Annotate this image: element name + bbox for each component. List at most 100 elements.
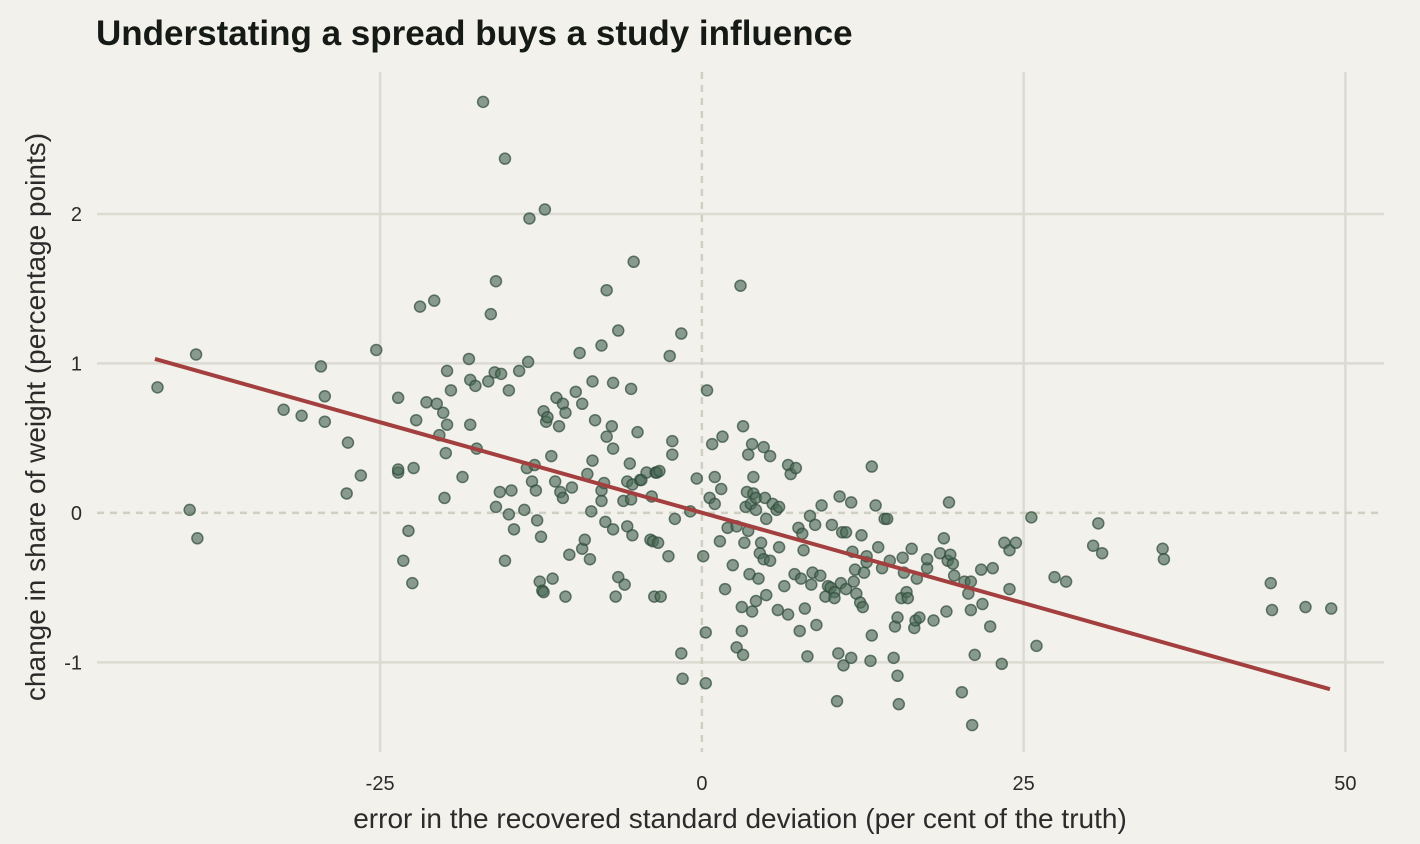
data-point — [699, 626, 713, 639]
data-point — [662, 549, 675, 563]
data-point — [595, 339, 608, 352]
data-point — [857, 566, 871, 579]
data-point — [314, 360, 328, 373]
y-tick-label: 0 — [71, 503, 82, 525]
data-point — [955, 685, 969, 699]
data-point — [772, 541, 786, 554]
data-point — [463, 418, 477, 431]
data-point — [611, 324, 625, 337]
data-point — [887, 651, 900, 665]
data-point — [1030, 639, 1043, 653]
data-point — [569, 385, 583, 399]
data-point — [494, 367, 508, 381]
data-point — [626, 529, 639, 542]
data-point — [778, 579, 791, 593]
data-point — [507, 523, 521, 536]
data-point — [370, 343, 383, 357]
data-point — [559, 406, 572, 419]
data-point — [749, 594, 763, 608]
data-point — [855, 529, 868, 542]
data-point — [713, 535, 727, 548]
data-point — [436, 406, 450, 419]
data-point — [512, 364, 526, 378]
data-point — [651, 536, 665, 550]
x-axis-title: error in the recovered standard deviatio… — [353, 803, 1127, 834]
data-point — [815, 499, 828, 512]
data-point — [1324, 602, 1338, 615]
data-point — [832, 647, 845, 660]
data-point — [552, 419, 566, 433]
data-point — [708, 470, 722, 484]
data-point — [772, 500, 786, 514]
data-point — [600, 430, 613, 443]
data-point — [588, 413, 602, 427]
data-point — [837, 659, 850, 672]
fit-line — [154, 357, 1331, 692]
data-point — [530, 514, 544, 527]
data-point — [505, 484, 518, 497]
data-point — [409, 413, 423, 427]
data-point — [805, 578, 818, 591]
data-point — [738, 536, 751, 550]
data-point — [754, 536, 768, 550]
data-point — [865, 460, 879, 473]
data-point — [518, 503, 531, 517]
data-point — [844, 496, 858, 509]
axes-layer: error in the recovered standard deviatio… — [20, 133, 1357, 834]
data-point — [583, 552, 597, 566]
data-point — [586, 454, 599, 467]
data-point — [546, 572, 559, 585]
data-point — [575, 397, 589, 411]
data-point — [700, 384, 714, 397]
data-point — [654, 590, 667, 603]
data-point — [974, 563, 988, 576]
data-point — [618, 578, 631, 591]
data-point — [865, 629, 879, 642]
data-point — [705, 437, 719, 451]
data-point — [735, 624, 749, 638]
data-point — [391, 391, 405, 405]
y-axis-title: change in share of weight (percentage po… — [20, 133, 51, 701]
data-point — [537, 585, 550, 599]
data-point — [456, 470, 469, 484]
data-point — [714, 482, 728, 496]
data-point — [675, 647, 688, 660]
data-point — [541, 410, 554, 424]
data-point — [476, 95, 490, 109]
data-point — [623, 457, 637, 470]
data-point — [844, 651, 858, 665]
data-point — [920, 552, 934, 566]
data-point — [995, 657, 1009, 671]
data-point — [891, 669, 904, 683]
data-point — [896, 551, 909, 564]
data-point — [745, 605, 759, 618]
data-point — [534, 530, 548, 544]
x-tick-label: 25 — [1013, 773, 1035, 795]
x-tick-label: -25 — [366, 773, 395, 795]
data-point — [502, 508, 516, 521]
data-point — [864, 654, 877, 668]
data-point — [430, 397, 444, 411]
data-point — [696, 549, 710, 563]
data-point — [735, 600, 749, 614]
data-point — [892, 697, 906, 711]
data-point — [869, 499, 882, 512]
data-point — [573, 346, 586, 360]
data-point — [599, 515, 612, 529]
data-point — [798, 602, 812, 615]
data-point — [942, 496, 956, 509]
y-tick-label: 2 — [71, 204, 82, 226]
data-point — [523, 212, 536, 225]
data-point — [498, 554, 512, 567]
data-point — [1299, 600, 1312, 614]
data-point — [1265, 603, 1279, 617]
data-point — [484, 307, 498, 321]
data-point — [653, 464, 666, 478]
data-point — [828, 591, 841, 605]
data-point — [183, 503, 196, 517]
data-point — [600, 283, 613, 297]
data-point — [606, 523, 620, 536]
chart-title: Understating a spread buys a study influ… — [96, 14, 853, 53]
